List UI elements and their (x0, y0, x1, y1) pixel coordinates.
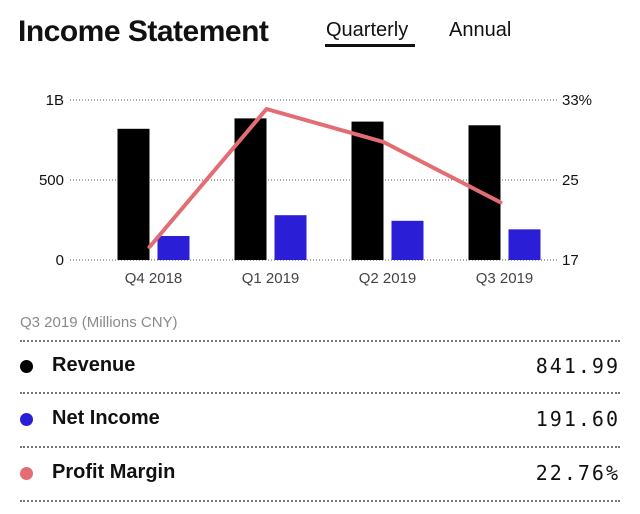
summary-row-revenue: Revenue 841.99 (0, 342, 640, 394)
bar-net-income (157, 236, 190, 260)
y-left-tick-label: 0 (56, 252, 64, 269)
line-profit-margin (147, 107, 503, 249)
profit-margin-legend-dot (20, 467, 33, 480)
bar-net-income (391, 220, 424, 260)
tab-annual[interactable]: Annual (449, 19, 512, 41)
y-left-tick-label: 1B (46, 92, 64, 109)
y-right-tick-label: 25 (562, 172, 579, 189)
summary-row-profit-margin: Profit Margin 22.76% (0, 449, 640, 501)
bar-net-income (274, 215, 307, 260)
x-tick-label: Q3 2019 (476, 270, 534, 287)
summary-label: Revenue (52, 354, 136, 376)
divider (20, 446, 620, 448)
tab-quarterly[interactable]: Quarterly (326, 19, 409, 41)
summary-value: 841.99 (535, 354, 620, 378)
y-right-tick-label: 17 (562, 252, 579, 269)
y-left-tick-label: 500 (39, 172, 64, 189)
x-tick-label: Q1 2019 (242, 270, 300, 287)
y-right-tick-label: 33% (562, 92, 592, 109)
summary-value: 22.76% (535, 461, 620, 485)
income-chart: 0 500 1B 17 25 33% Q4 2018 Q1 2019 Q2 2019 Q3 201… (39, 92, 592, 287)
x-tick-label: Q4 2018 (125, 270, 183, 287)
bar-revenue (117, 128, 150, 260)
revenue-legend-dot (20, 360, 33, 373)
header: Income Statement Quarterly Annual (0, 0, 640, 64)
bar-revenue (351, 121, 384, 260)
divider (20, 392, 620, 394)
bar-net-income (508, 229, 541, 260)
net-income-legend-dot (20, 413, 33, 426)
page-title: Income Statement (18, 15, 269, 48)
active-tab-underline (325, 44, 415, 47)
summary-value: 191.60 (535, 407, 620, 431)
summary-row-net-income: Net Income 191.60 (0, 395, 640, 447)
divider (20, 340, 620, 342)
divider (20, 500, 620, 502)
summary-label: Net Income (52, 407, 160, 429)
period-label: Q3 2019 (Millions CNY) (20, 314, 178, 331)
summary-label: Profit Margin (52, 461, 176, 483)
x-tick-label: Q2 2019 (359, 270, 417, 287)
